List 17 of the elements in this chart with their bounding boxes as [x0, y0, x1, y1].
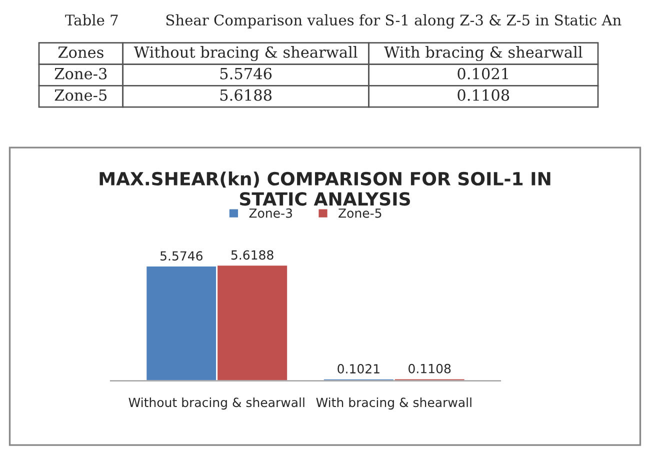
text: Zone-5 — [54, 89, 107, 101]
category-label: Without bracing & shearwall — [134, 46, 358, 62]
text: 5.5746 — [220, 68, 272, 80]
data-label: 5.5746 — [160, 251, 202, 261]
data-label: 0.1108 — [408, 364, 451, 374]
text: Zone-3 — [54, 68, 107, 80]
legend-label: Zone-5 — [338, 208, 382, 218]
category-label: With bracing & shearwall — [384, 46, 582, 62]
data-label: 5.6188 — [231, 250, 274, 260]
text: 0.1108 — [458, 89, 510, 101]
chart-title: MAX.SHEAR(kn) COMPARISON FOR SOIL-1 IN STATIC ANALYSIS — [100, 172, 550, 206]
data-label: 0.1021 — [338, 364, 380, 374]
caption: Table 7 Shear Comparison values for S-1 along Z-3 & Z-5 in Static An — [65, 14, 622, 29]
text: 0.1021 — [458, 68, 508, 80]
legend-label: Zone-3 — [249, 208, 292, 218]
text: 5.6188 — [220, 89, 272, 101]
text: Zones — [58, 46, 104, 58]
